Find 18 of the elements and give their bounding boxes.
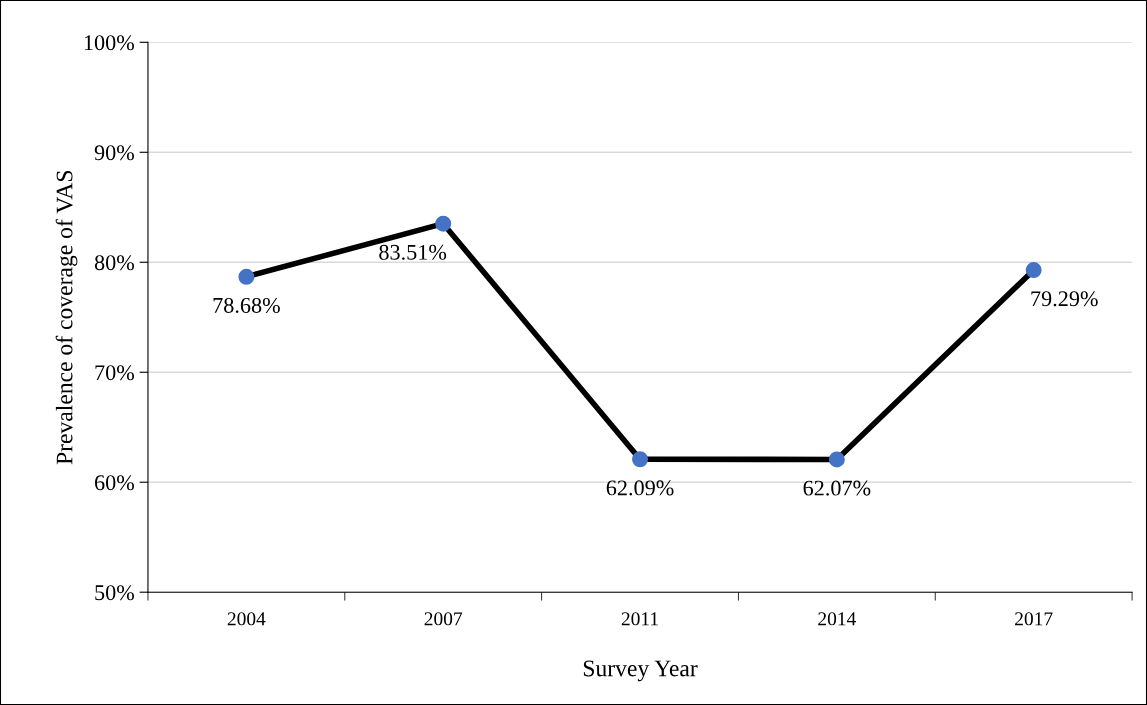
x-tick-label: 2017 (1015, 612, 1053, 626)
data-label: 62.09% (606, 480, 674, 496)
y-tick-label: 100% (84, 35, 135, 51)
data-label: 62.07% (803, 480, 871, 496)
x-axis-title: Survey Year (583, 660, 698, 682)
x-tick-label: 2004 (227, 612, 266, 626)
y-tick-label: 60% (94, 475, 135, 491)
data-label: 78.68% (213, 297, 280, 313)
data-label: 79.29% (1031, 291, 1098, 307)
y-tick-label: 70% (95, 365, 135, 381)
y-axis-title: Prevalence of coverage of VAS (55, 170, 78, 465)
y-tick-label: 80% (94, 255, 135, 271)
data-label: 83.51% (379, 244, 447, 260)
y-tick-label: 50% (95, 585, 135, 601)
x-tick-label: 2011 (621, 612, 658, 626)
y-tick-label: 90% (94, 145, 135, 161)
x-tick-label: 2014 (818, 612, 856, 626)
x-tick-label: 2007 (424, 612, 463, 626)
